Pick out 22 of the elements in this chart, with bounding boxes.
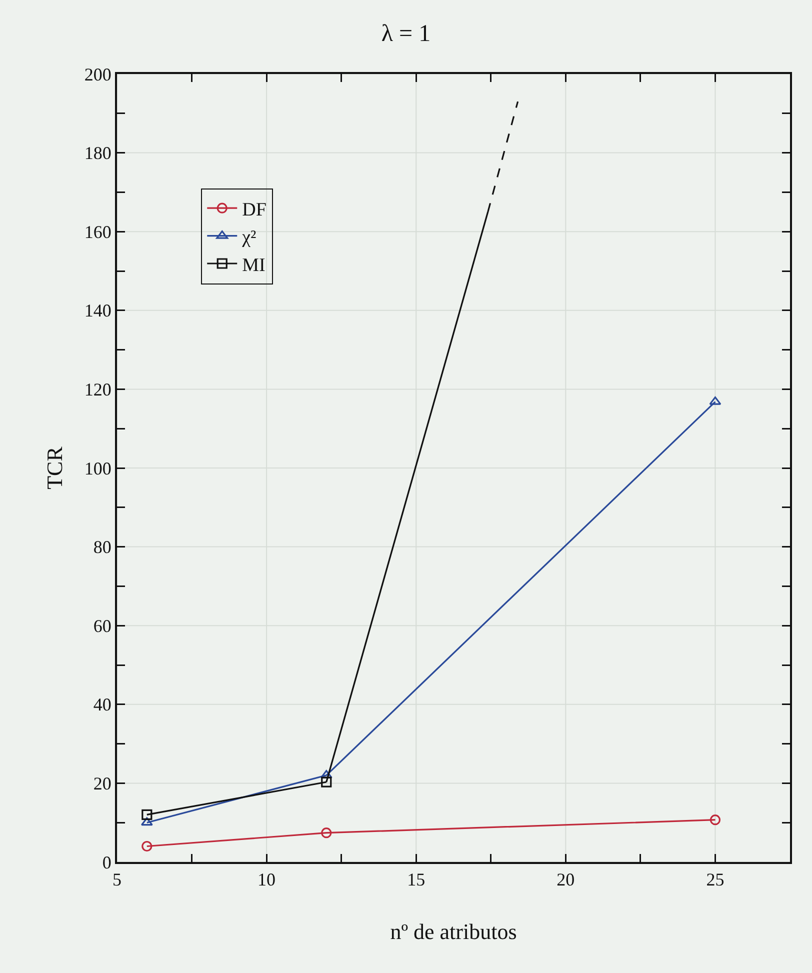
y-tick-label: 80: [93, 537, 112, 558]
y-tick-label: 120: [84, 380, 112, 400]
x-tick-label: 25: [706, 870, 724, 890]
y-tick-label: 40: [93, 694, 112, 715]
chart-title: λ = 1: [381, 21, 431, 48]
x-tick-label: 5: [112, 870, 122, 890]
y-tick-label: 180: [84, 143, 112, 164]
legend-label: DF: [242, 200, 266, 221]
x-tick-label: 20: [556, 870, 575, 890]
y-tick-label: 100: [84, 458, 112, 478]
x-axis-title: nº de atributos: [390, 919, 517, 944]
x-tick-label: 10: [258, 870, 276, 890]
y-axis-title: TCR: [42, 446, 67, 490]
legend-label: χ²: [241, 227, 257, 248]
y-tick-label: 200: [84, 64, 112, 84]
y-tick-label: 160: [84, 222, 112, 242]
y-tick-label: 0: [102, 852, 112, 872]
x-tick-label: 15: [407, 870, 426, 890]
y-tick-label: 140: [84, 300, 112, 321]
legend-label: MI: [242, 254, 266, 276]
y-tick-label: 20: [93, 774, 112, 794]
y-tick-label: 60: [93, 616, 112, 636]
